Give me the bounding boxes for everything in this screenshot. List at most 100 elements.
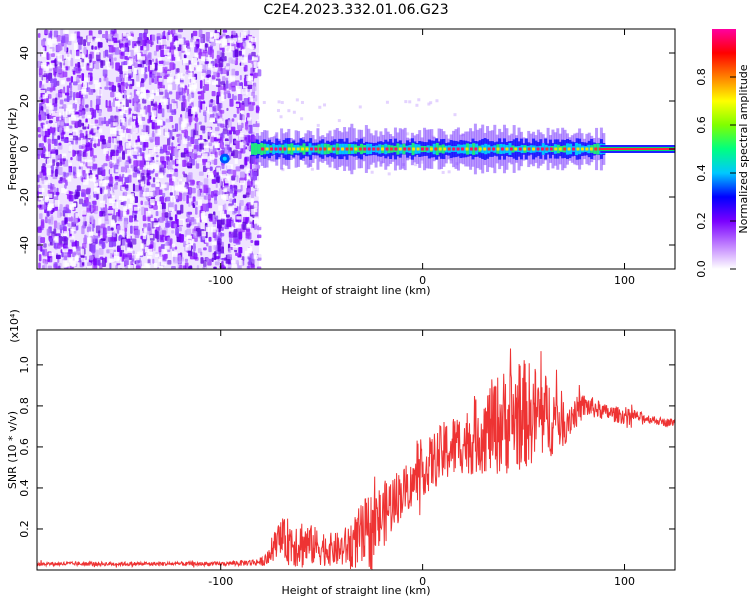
noise-blob: [42, 103, 47, 110]
noise-blob: [37, 174, 40, 183]
x-tick-label: -100: [208, 274, 233, 287]
noise-gap: [254, 68, 258, 73]
signal-core: [311, 145, 315, 153]
noise-blob: [83, 152, 88, 157]
noise-gap: [198, 139, 205, 144]
noise-blob: [93, 112, 96, 119]
noise-gap: [241, 60, 245, 67]
noise-blob: [205, 32, 211, 41]
signal-peak: [283, 147, 287, 151]
noise-blob: [238, 50, 242, 56]
noise-blob: [232, 80, 236, 86]
noise-gap: [127, 149, 133, 157]
noise-gap: [68, 134, 73, 141]
noise-gap: [62, 65, 66, 71]
noise-gap: [157, 119, 163, 126]
signal-peak: [358, 147, 362, 151]
noise-gap: [153, 263, 158, 268]
noise-blob: [131, 238, 137, 245]
noise-blob: [175, 151, 179, 158]
noise-blob: [193, 152, 198, 160]
noise-blob: [105, 99, 108, 108]
noise-gap: [64, 59, 71, 67]
signal-core: [338, 143, 342, 155]
noise-blob: [237, 94, 243, 101]
noise-blob: [248, 257, 252, 265]
noise-gap: [164, 245, 170, 250]
faint-dot: [358, 105, 362, 109]
noise-gap: [148, 149, 154, 155]
noise-blob: [174, 168, 178, 173]
noise-blob: [119, 145, 123, 151]
noise-gap: [87, 237, 92, 244]
noise-blob: [219, 178, 222, 186]
noise-blob: [215, 78, 221, 88]
noise-blob: [94, 210, 98, 215]
noise-blob: [253, 72, 258, 79]
noise-blob: [222, 29, 228, 33]
signal-core: [329, 145, 333, 153]
noise-gap: [71, 112, 75, 118]
noise-gap: [127, 80, 133, 84]
noise-blob: [199, 188, 203, 193]
noise-blob: [183, 132, 186, 138]
noise-blob: [208, 245, 212, 253]
noise-blob: [100, 223, 106, 229]
noise-gap: [167, 84, 173, 90]
noise-blob: [90, 139, 93, 145]
noise-blob: [50, 78, 54, 84]
noise-blob: [160, 244, 166, 249]
noise-gap: [225, 66, 230, 70]
noise-blob: [77, 137, 82, 141]
noise-blob: [174, 214, 178, 222]
noise-gap: [40, 62, 47, 67]
noise-gap: [196, 217, 200, 223]
noise-blob: [108, 241, 114, 248]
noise-blob: [245, 228, 251, 236]
faint-dot: [441, 170, 445, 174]
noise-blob: [63, 177, 66, 183]
noise-blob: [70, 157, 73, 161]
noise-blob: [198, 29, 203, 38]
noise-blob: [124, 227, 128, 233]
noise-gap: [114, 100, 120, 107]
noise-gap: [113, 256, 119, 262]
noise-gap: [123, 211, 127, 216]
noise-gap: [150, 217, 155, 222]
noise-blob: [152, 177, 156, 183]
noise-blob: [60, 121, 64, 126]
signal-peak: [434, 147, 438, 151]
noise-gap: [182, 138, 188, 144]
noise-gap: [140, 181, 145, 187]
noise-blob: [250, 190, 255, 198]
y-tick-label: 1.0: [18, 356, 31, 374]
faint-dot: [280, 101, 284, 105]
signal-peak: [354, 147, 358, 151]
noise-gap: [68, 162, 72, 167]
noise-gap: [210, 154, 215, 160]
noise-blob: [248, 124, 253, 134]
noise-blob: [165, 151, 171, 156]
signal-peak: [394, 147, 398, 151]
figure-title: C2E4.2023.332.01.06.G23: [263, 2, 448, 18]
noise-gap: [158, 266, 163, 269]
noise-gap: [192, 106, 198, 112]
noise-blob: [58, 180, 63, 184]
noise-gap: [126, 194, 133, 199]
noise-blob: [64, 215, 67, 224]
noise-gap: [167, 52, 172, 59]
faint-dot: [279, 115, 283, 119]
x-tick-label: -100: [208, 575, 233, 588]
noise-gap: [133, 67, 138, 75]
noise-blob: [92, 62, 95, 69]
noise-gap: [167, 70, 172, 74]
noise-gap: [168, 169, 174, 174]
noise-blob: [125, 98, 129, 108]
noise-blob: [229, 185, 234, 194]
noise-blob: [79, 129, 83, 134]
signal-peak: [478, 147, 482, 151]
noise-blob: [219, 134, 224, 138]
noise-blob: [78, 109, 83, 116]
noise-gap: [157, 129, 162, 136]
noise-blob: [117, 143, 120, 147]
